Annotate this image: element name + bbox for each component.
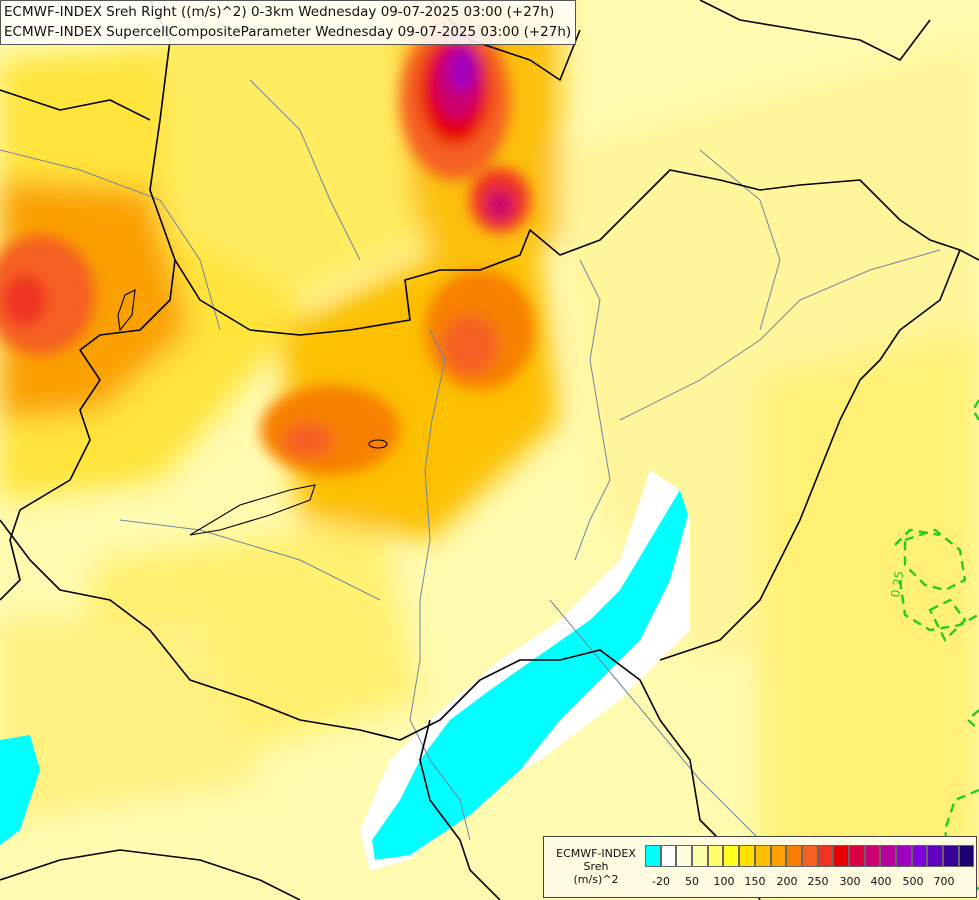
legend-swatch xyxy=(864,845,881,867)
legend-tick-label: 400 xyxy=(870,875,892,888)
map-title-box: ECMWF-INDEX Sreh Right ((m/s)^2) 0-3km W… xyxy=(0,0,577,45)
legend-swatch xyxy=(645,845,661,867)
legend-model: ECMWF-INDEX xyxy=(556,847,636,860)
lakes xyxy=(117,289,388,536)
legend-tick-label: 250 xyxy=(807,875,829,888)
legend-swatch xyxy=(801,845,818,867)
legend-swatch xyxy=(707,845,724,867)
legend-swatch xyxy=(660,845,677,867)
legend-swatch xyxy=(723,845,740,867)
legend-tick-label: 300 xyxy=(839,875,861,888)
sreh-core xyxy=(0,20,535,475)
contour-label: 0.25 xyxy=(888,570,906,599)
legend-swatch xyxy=(754,845,771,867)
negative-sreh-zone xyxy=(0,470,690,870)
legend-swatch xyxy=(927,845,944,867)
legend-parameter: Sreh xyxy=(583,860,609,873)
legend-swatch xyxy=(880,845,896,867)
legend-swatch xyxy=(911,845,928,867)
legend-swatch xyxy=(896,845,912,867)
legend-tick-label: 200 xyxy=(776,875,798,888)
legend-ticks: -20 50 100 150 200 250 300 400 500 700 xyxy=(645,875,975,889)
title-line-1: ECMWF-INDEX Sreh Right ((m/s)^2) 0-3km W… xyxy=(4,4,555,20)
legend-tick-label: 100 xyxy=(713,875,735,888)
legend-tick-label: 700 xyxy=(933,875,955,888)
legend-tick-label: 50 xyxy=(685,875,699,888)
color-legend: ECMWF-INDEX Sreh (m/s)^2 -20 50 100 150 200 2… xyxy=(543,836,977,898)
legend-tick-label: 500 xyxy=(902,875,924,888)
legend-swatch xyxy=(943,845,959,867)
rivers xyxy=(0,79,941,841)
legend-swatch xyxy=(958,845,975,867)
legend-swatch xyxy=(692,845,708,867)
legend-swatches xyxy=(645,845,975,867)
title-line-2: ECMWF-INDEX SupercellCompositeParameter … xyxy=(4,24,572,40)
supercell-contour xyxy=(894,399,979,891)
legend-swatch xyxy=(786,845,802,867)
legend-swatch xyxy=(739,845,755,867)
legend-unit: (m/s)^2 xyxy=(573,873,619,886)
legend-swatch xyxy=(676,845,693,867)
legend-swatch xyxy=(817,845,834,867)
legend-tick-label: 150 xyxy=(744,875,766,888)
legend-swatch xyxy=(833,845,849,867)
legend-swatch xyxy=(848,845,865,867)
legend-swatch xyxy=(770,845,787,867)
legend-tick-label: -20 xyxy=(652,875,670,888)
legend-title: ECMWF-INDEX Sreh (m/s)^2 xyxy=(552,847,640,886)
